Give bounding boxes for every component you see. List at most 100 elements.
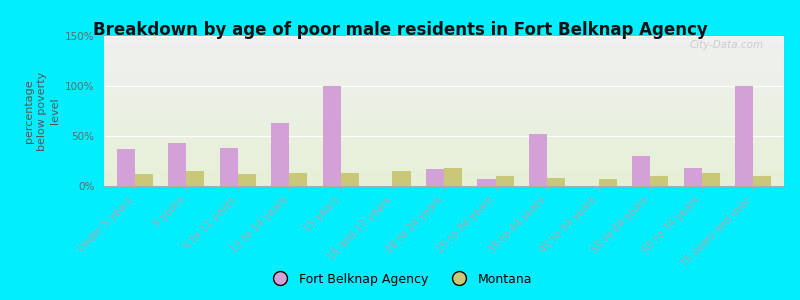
Bar	[104, 92, 784, 93]
Bar	[104, 156, 784, 157]
Bar	[220, 148, 238, 186]
Bar	[104, 104, 784, 105]
Y-axis label: percentage
below poverty
level: percentage below poverty level	[24, 71, 61, 151]
Bar	[104, 110, 784, 111]
Bar	[104, 166, 784, 167]
Bar	[104, 124, 784, 125]
Bar	[104, 42, 784, 43]
Bar	[104, 171, 784, 172]
Bar	[104, 50, 784, 51]
Bar	[104, 89, 784, 90]
Bar	[104, 152, 784, 153]
Bar	[104, 112, 784, 113]
Bar	[104, 147, 784, 148]
Bar	[104, 55, 784, 56]
Bar	[104, 160, 784, 161]
Bar	[104, 136, 784, 137]
Bar	[104, 149, 784, 150]
Bar	[104, 51, 784, 52]
Bar	[104, 82, 784, 83]
Bar	[104, 174, 784, 175]
Bar	[426, 169, 444, 186]
Bar	[104, 59, 784, 60]
Bar	[104, 179, 784, 180]
Bar	[104, 67, 784, 68]
Bar	[104, 84, 784, 85]
Bar	[478, 179, 495, 186]
Bar	[104, 143, 784, 144]
Bar	[104, 85, 784, 86]
Bar	[104, 154, 784, 155]
Bar	[104, 106, 784, 107]
Bar	[104, 88, 784, 89]
Bar	[104, 49, 784, 50]
Bar	[104, 36, 784, 37]
Bar	[104, 172, 784, 173]
Bar	[104, 100, 784, 101]
Bar	[104, 160, 784, 161]
Bar	[104, 129, 784, 130]
Bar	[104, 131, 784, 132]
Bar	[341, 173, 359, 186]
Bar	[104, 161, 784, 162]
Bar	[104, 111, 784, 112]
Bar	[104, 119, 784, 120]
Bar	[290, 173, 307, 186]
Bar	[104, 135, 784, 136]
Bar	[104, 101, 784, 102]
Bar	[104, 103, 784, 104]
Bar	[735, 86, 753, 186]
Bar	[104, 181, 784, 182]
Bar	[104, 99, 784, 100]
Bar	[135, 174, 153, 186]
Bar	[104, 121, 784, 122]
Bar	[104, 150, 784, 151]
Bar	[104, 82, 784, 83]
Bar	[104, 108, 784, 109]
Bar	[104, 176, 784, 177]
Bar	[104, 65, 784, 66]
Bar	[104, 122, 784, 123]
Bar	[238, 174, 256, 186]
Bar	[598, 179, 617, 186]
Bar	[104, 182, 784, 183]
Bar	[104, 62, 784, 63]
Bar	[104, 118, 784, 119]
Bar	[104, 151, 784, 152]
Bar	[104, 162, 784, 163]
Bar	[104, 85, 784, 86]
Bar	[104, 77, 784, 78]
Bar	[104, 142, 784, 143]
Bar	[104, 145, 784, 146]
Bar	[547, 178, 565, 186]
Bar	[104, 127, 784, 128]
Bar	[104, 164, 784, 165]
Bar	[104, 46, 784, 47]
Bar	[104, 73, 784, 74]
Bar	[104, 178, 784, 179]
Bar	[393, 171, 410, 186]
Legend: Fort Belknap Agency, Montana: Fort Belknap Agency, Montana	[262, 268, 538, 291]
Bar	[104, 105, 784, 106]
Bar	[529, 134, 547, 186]
Bar	[104, 66, 784, 67]
Bar	[444, 168, 462, 186]
Bar	[104, 91, 784, 92]
Bar	[104, 70, 784, 71]
Bar	[104, 58, 784, 59]
Bar	[104, 130, 784, 131]
Bar	[104, 175, 784, 176]
Bar	[104, 56, 784, 57]
Bar	[104, 134, 784, 135]
Bar	[104, 153, 784, 154]
Bar	[495, 176, 514, 186]
Bar	[104, 158, 784, 159]
Bar	[104, 163, 784, 164]
Bar	[104, 69, 784, 70]
Bar	[104, 144, 784, 145]
Bar	[104, 128, 784, 129]
Bar	[323, 86, 341, 186]
Bar	[104, 140, 784, 141]
Bar	[104, 57, 784, 58]
Bar	[104, 53, 784, 54]
